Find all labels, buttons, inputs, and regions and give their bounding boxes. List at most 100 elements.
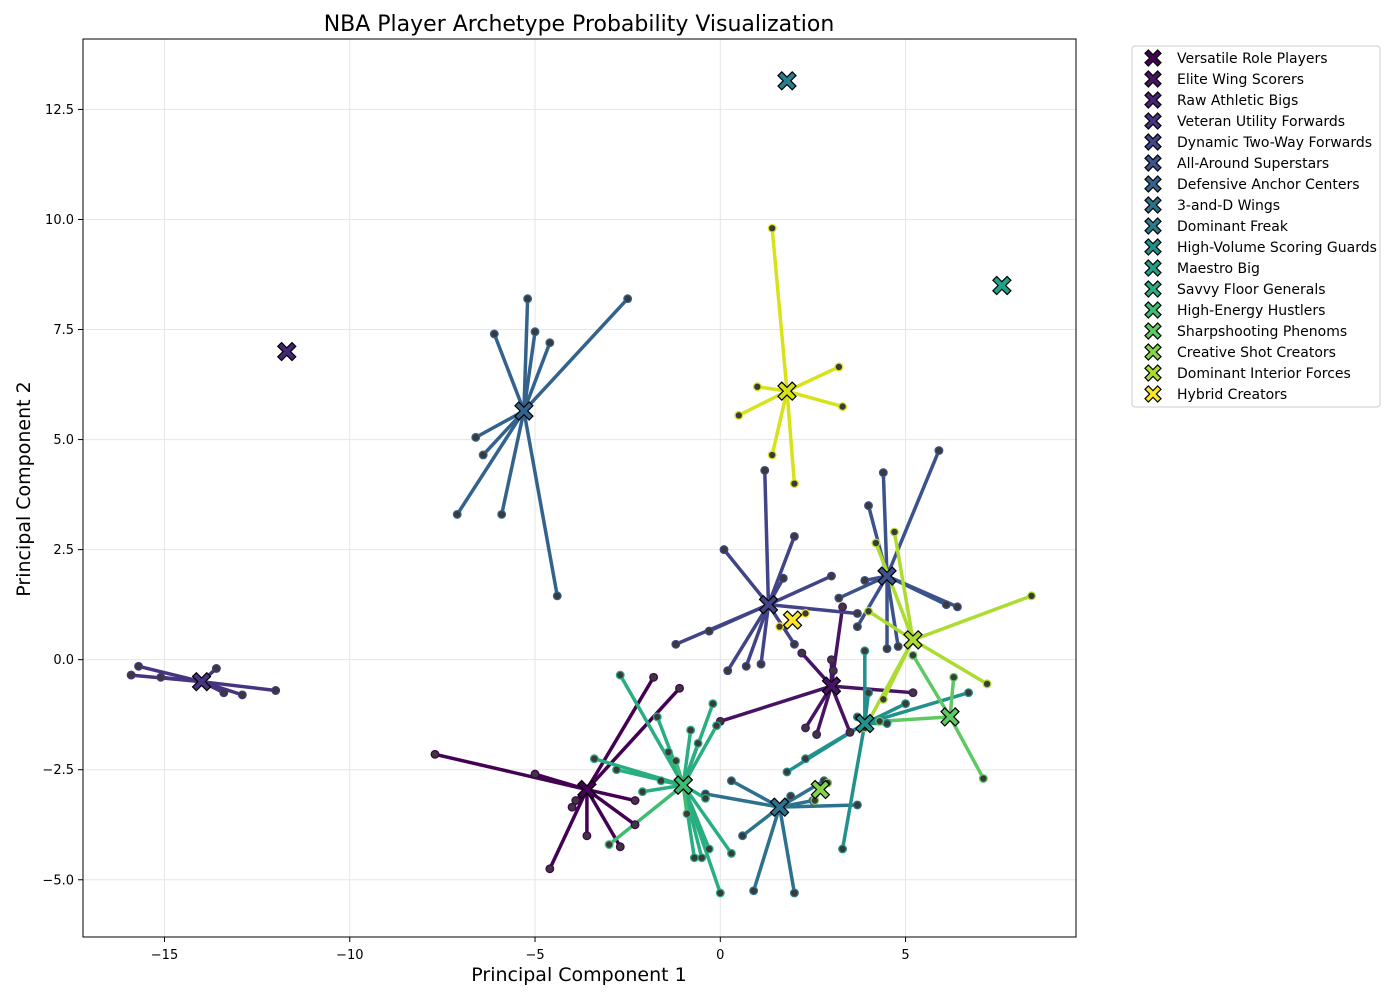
connector-line-dynamic-two-way-forwards [766, 602, 860, 616]
player-point-sharpshooting-phenoms [875, 716, 885, 726]
connector-line-savvy-floor-generals [681, 783, 723, 895]
connector-line-all-around-superstars [885, 448, 941, 578]
player-point-versatile-role-players [430, 749, 440, 759]
legend-marker-hybrid-creators [1144, 385, 1162, 403]
player-point-high-volume-scoring-guards [801, 754, 810, 764]
legend-label: 3-and-D Wings [1177, 198, 1280, 214]
connector-line-dynamic-two-way-forwards [744, 602, 771, 669]
player-point-elite-wing-scorers [797, 648, 807, 658]
connector-line-dominant-interior-forces [911, 594, 1034, 642]
player-point-3-and-d-wings [789, 888, 799, 898]
player-point-savvy-floor-generals [708, 699, 718, 709]
player-point-all-around-superstars [860, 575, 870, 585]
player-point-elite-wing-scorers [838, 602, 848, 612]
player-point-dynamic-two-way-forwards [756, 659, 766, 669]
legend-label: Savvy Floor Generals [1177, 282, 1326, 298]
player-point-high-volume-scoring-guards [882, 719, 892, 728]
y-tick-label: −2.5 [42, 763, 74, 778]
connector-line-defensive-anchor-centers [522, 409, 560, 598]
y-tick-label: 12.5 [45, 103, 74, 118]
y-tick-label: 5.0 [53, 433, 74, 448]
connector-line-defensive-anchor-centers [455, 409, 526, 517]
connector-line-3-and-d-wings [777, 805, 797, 895]
player-point-sharpshooting-phenoms [949, 672, 959, 682]
chart-title: NBA Player Archetype Probability Visuali… [324, 12, 835, 37]
player-point-sharpshooting-phenoms [908, 650, 918, 660]
player-point-high-volume-scoring-guards [864, 688, 873, 698]
player-point-3-and-d-wings [749, 886, 759, 896]
legend-label: Versatile Role Players [1177, 51, 1328, 67]
player-point-savvy-floor-generals [615, 670, 625, 680]
player-point-dynamic-two-way-forwards [789, 639, 799, 649]
x-tick-label: −10 [336, 948, 363, 963]
legend-marker-dominant-freak [1144, 217, 1162, 235]
plot-frame [82, 38, 1077, 938]
connector-line-hybrid-creators [770, 389, 789, 457]
player-point-savvy-floor-generals [697, 853, 707, 863]
connector-line-versatile-role-players [585, 686, 682, 792]
connector-line-dominant-interior-forces [892, 530, 915, 642]
player-point-savvy-floor-generals [663, 747, 673, 757]
x-tick-label: −15 [151, 948, 178, 963]
y-tick-label: −5.0 [42, 873, 74, 888]
player-point-defensive-anchor-centers [497, 509, 507, 519]
connector-line-versatile-role-players [548, 787, 589, 871]
archetype-center-dominant-interior-forces [903, 630, 923, 650]
connector-line-all-around-superstars [885, 574, 900, 649]
player-point-defensive-anchor-centers [452, 509, 462, 519]
player-point-dynamic-two-way-forwards [719, 545, 729, 555]
legend-label: High-Energy Hustlers [1177, 303, 1325, 319]
connector-line-dynamic-two-way-forwards [759, 602, 771, 666]
player-point-all-around-superstars [834, 593, 844, 603]
player-point-versatile-role-players [649, 672, 659, 682]
legend: Versatile Role Players Elite Wing Scorers… [1131, 45, 1381, 408]
connector-line-elite-wing-scorers [718, 684, 834, 724]
legend-marker-versatile-role-players [1144, 49, 1162, 67]
player-point-savvy-floor-generals [726, 848, 736, 858]
player-point-savvy-floor-generals [656, 776, 666, 786]
player-point-defensive-anchor-centers [478, 450, 488, 460]
player-point-dominant-interior-forces [871, 538, 881, 548]
connector-line-savvy-floor-generals [640, 783, 685, 794]
player-point-hybrid-creators [767, 450, 777, 460]
player-point-dominant-interior-forces [982, 679, 992, 689]
connector-line-elite-wing-scorers [814, 684, 834, 737]
archetype-center-dominant-freak [777, 70, 797, 91]
player-point-defensive-anchor-centers [623, 294, 633, 304]
connector-line-all-around-superstars [881, 470, 889, 578]
archetype-center-maestro-big [992, 275, 1012, 296]
player-point-versatile-role-players [615, 842, 625, 852]
player-point-hybrid-creators [734, 410, 744, 420]
player-point-savvy-floor-generals [689, 853, 699, 863]
legend-marker-creative-shot-creators [1144, 343, 1162, 361]
player-point-dynamic-two-way-forwards [778, 573, 788, 583]
player-point-veteran-utility-forwards [237, 690, 247, 700]
player-point-dynamic-two-way-forwards [760, 465, 770, 475]
grid-layer [83, 39, 1076, 937]
legend-label: Hybrid Creators [1177, 387, 1287, 403]
player-point-dynamic-two-way-forwards [741, 661, 751, 671]
player-point-defensive-anchor-centers [523, 294, 533, 304]
player-point-savvy-floor-generals [712, 721, 722, 731]
player-point-high-volume-scoring-guards [782, 767, 792, 777]
connector-line-dynamic-two-way-forwards [766, 574, 834, 607]
legend-label: Defensive Anchor Centers [1177, 177, 1360, 193]
archetype-center-sharpshooting-phenoms [940, 707, 960, 727]
y-tick-label: 10.0 [45, 213, 74, 228]
legend-label: Creative Shot Creators [1177, 345, 1336, 361]
archetype-center-creative-shot-creators [810, 779, 831, 800]
player-point-3-and-d-wings [726, 776, 736, 786]
connector-line-dominant-interior-forces [874, 541, 915, 642]
legend-marker-high-energy-hustlers [1144, 301, 1162, 319]
player-point-veteran-utility-forwards [156, 672, 166, 682]
player-point-savvy-floor-generals [612, 765, 622, 775]
legend-label: All-Around Superstars [1177, 156, 1329, 172]
player-point-dominant-interior-forces [864, 606, 873, 616]
y-tick-label: 7.5 [53, 323, 74, 338]
connector-line-savvy-floor-generals [681, 783, 734, 856]
connector-line-3-and-d-wings [751, 805, 782, 893]
player-point-defensive-anchor-centers [489, 329, 499, 339]
connector-line-dynamic-two-way-forwards [766, 534, 797, 607]
connector-line-3-and-d-wings [703, 792, 782, 809]
